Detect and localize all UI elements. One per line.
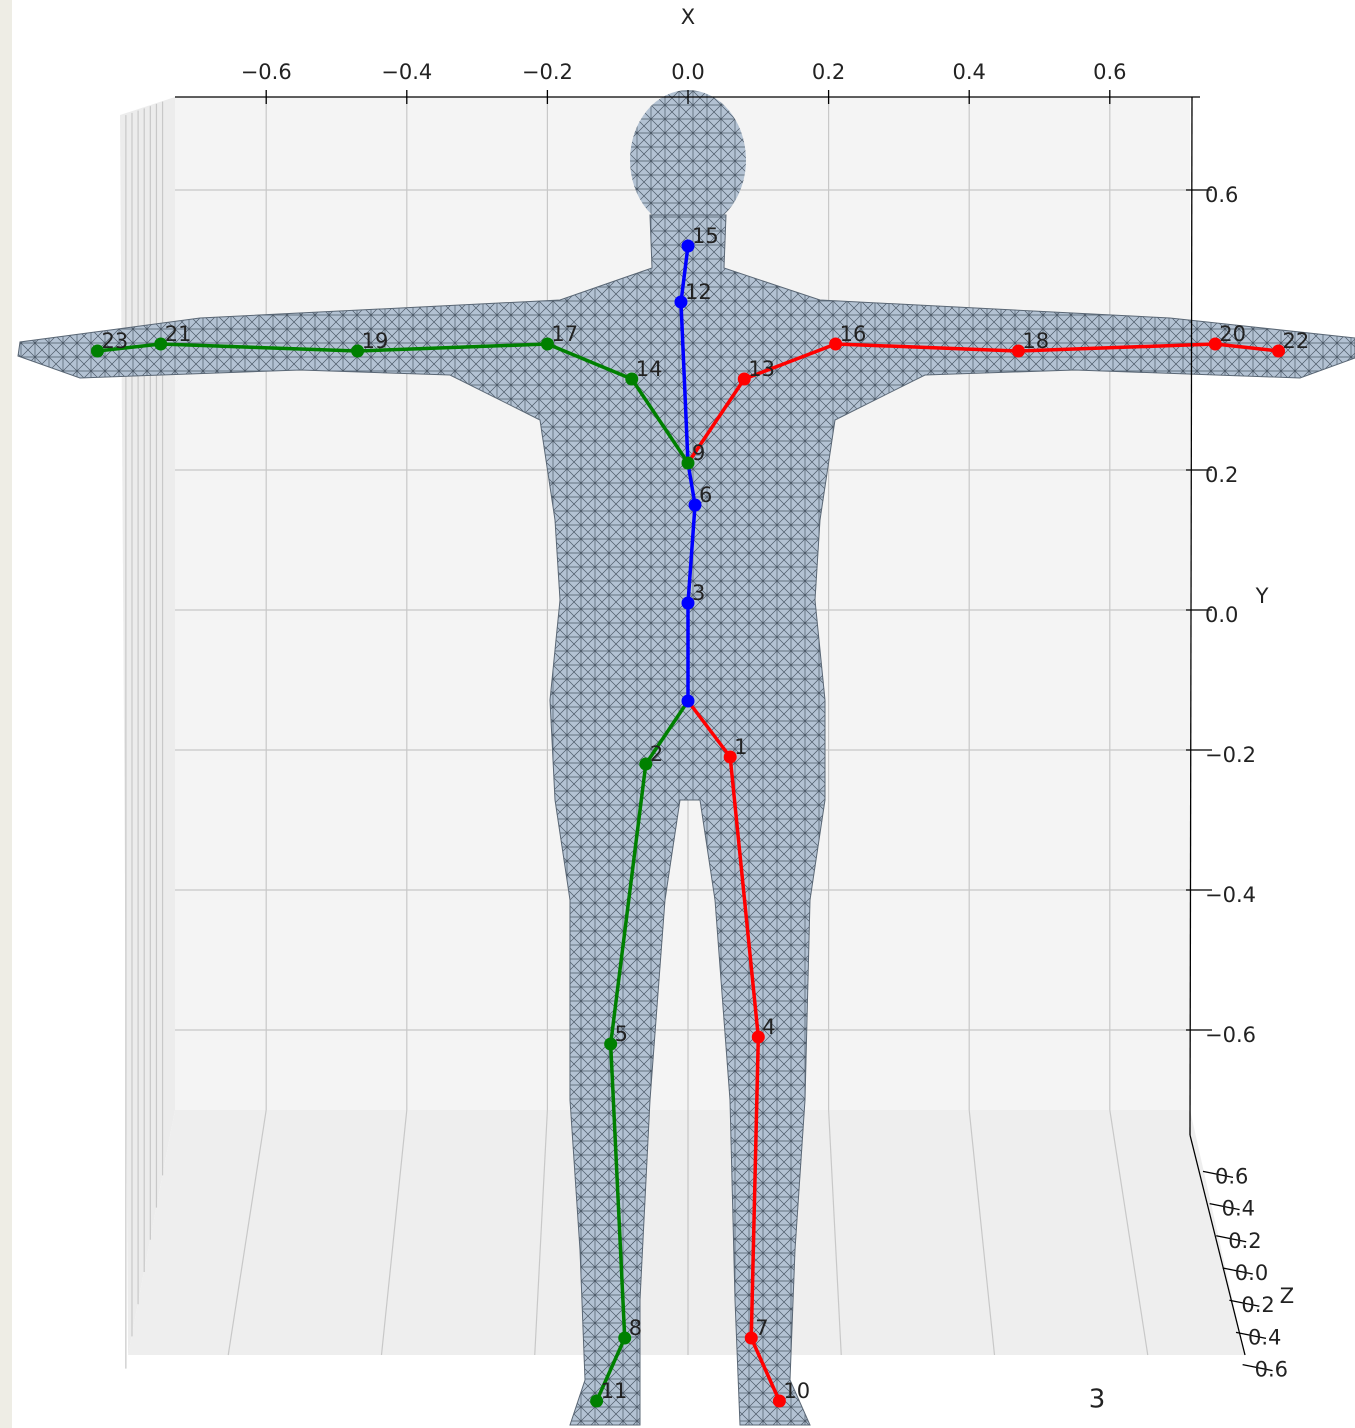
joint-label: 5: [615, 1022, 628, 1046]
z-tick-label: 0.2: [1228, 1229, 1261, 1253]
joint-label: 15: [692, 224, 719, 248]
joint-label: 4: [762, 1015, 775, 1039]
x-tick-label: −0.6: [241, 60, 292, 84]
joint-label: 23: [101, 329, 128, 353]
joint-label: 3: [692, 581, 705, 605]
z-tick-label: 0.2: [1241, 1293, 1274, 1317]
y-tick-label: −0.6: [1205, 1023, 1256, 1047]
x-tick-label: 0.6: [1093, 60, 1126, 84]
joint-label: 20: [1219, 322, 1246, 346]
joint-label: 14: [636, 357, 663, 381]
floor-pane: [128, 1110, 1245, 1355]
z-tick-label: 0.4: [1222, 1197, 1255, 1221]
y-tick-label: −0.2: [1205, 743, 1256, 767]
joint-label: 19: [362, 329, 389, 353]
joint-label: 7: [755, 1316, 768, 1340]
joint-label: 16: [840, 322, 867, 346]
joint-label: 11: [601, 1379, 628, 1403]
joint: [682, 695, 695, 708]
z-tick-label: 0.0: [1235, 1261, 1268, 1285]
x-tick-label: −0.2: [522, 60, 573, 84]
joint-label: 6: [699, 483, 712, 507]
head: [630, 90, 746, 230]
z-tick-label: 0.4: [1248, 1325, 1281, 1349]
z-tick-label: 0.6: [1255, 1358, 1288, 1382]
joint-label: 17: [551, 322, 578, 346]
y-tick-label: 0.6: [1205, 183, 1238, 207]
joint-label: 21: [165, 322, 192, 346]
y-axis: [1190, 97, 1192, 1135]
x-axis-label: X: [681, 5, 695, 29]
joint-label: 2: [650, 742, 663, 766]
joint-label: 10: [783, 1379, 810, 1403]
joint-label: 1: [734, 735, 747, 759]
joint-label: 9: [692, 441, 705, 465]
x-tick-label: 0.0: [671, 60, 704, 84]
x-tick-label: 0.2: [812, 60, 845, 84]
chart: −0.6 −0.4 −0.2 0.0 0.2 0.4 0.6 0.6 0.2 0.0 −0.2 −0.…: [0, 0, 1355, 1428]
y-tick-label: −0.4: [1205, 883, 1256, 907]
page: {"chart_data": {"type": "skeleton3d", "x…: [0, 0, 1355, 1428]
joint-label: 18: [1022, 329, 1049, 353]
joint-label: 8: [629, 1316, 642, 1340]
y-tick-label: 0.0: [1205, 603, 1238, 627]
z-tick-label: 0.6: [1215, 1164, 1248, 1188]
x-tick-label: 0.4: [952, 60, 985, 84]
x-tick-label: −0.4: [381, 60, 432, 84]
annotation: 3: [1089, 1385, 1106, 1415]
joint-label: 12: [685, 280, 712, 304]
joint-label: 13: [748, 357, 775, 381]
joint-label: 22: [1283, 329, 1310, 353]
y-axis-label: Y: [1255, 584, 1269, 608]
z-axis-label: Z: [1280, 1284, 1294, 1308]
y-tick-label: 0.2: [1205, 463, 1238, 487]
